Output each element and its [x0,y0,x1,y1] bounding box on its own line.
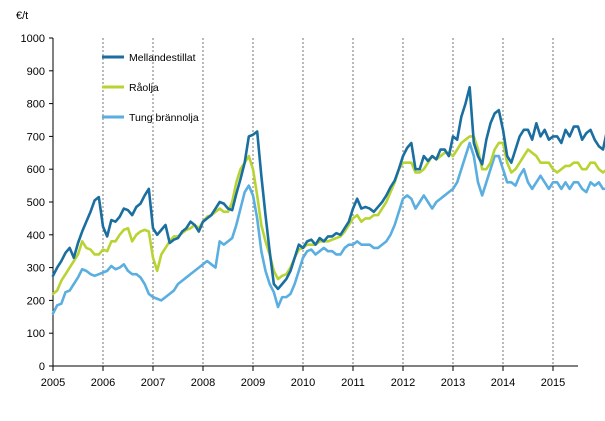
y-tick-label: 300 [27,263,45,275]
x-tick-label: 2008 [191,377,215,389]
x-tick-label: 2007 [141,377,165,389]
y-tick-label: 400 [27,230,45,242]
y-tick-label: 900 [27,66,45,78]
y-tick-label: 800 [27,99,45,111]
x-tick-label: 2010 [291,377,315,389]
x-tick-label: 2013 [441,377,465,389]
y-tick-label: 600 [27,164,45,176]
legend-label-0: Mellandestillat [129,52,196,64]
x-tick-label: 2011 [341,377,365,389]
x-tick-label: 2005 [41,377,65,389]
x-tick-label: 2014 [491,377,515,389]
series-line-2 [51,141,605,315]
grid-layer [102,38,554,366]
legend-label-2: Tung brännolja [129,112,199,124]
legend: Mellandestillat Råolja Tung brännolja [102,52,199,124]
legend-label-1: Råolja [129,82,159,94]
series-layer [51,85,605,315]
y-tick-label: 1000 [21,33,45,45]
unit-label: €/t [16,10,28,22]
x-tick-label: 2015 [541,377,565,389]
y-tick-label: 200 [27,295,45,307]
x-tick-label: 2006 [91,377,115,389]
x-tick-label: 2009 [241,377,265,389]
axis-layer: 0 100 200 300 400 500 600 700 800 900 1000 2005 2006… [21,33,578,389]
y-tick-label: 100 [27,328,45,340]
y-tick-label: 700 [27,131,45,143]
series-line-1 [51,135,605,296]
series-line-0 [51,85,605,291]
y-tick-label: 500 [27,197,45,209]
x-tick-label: 2012 [391,377,415,389]
y-tick-label: 0 [39,361,45,373]
